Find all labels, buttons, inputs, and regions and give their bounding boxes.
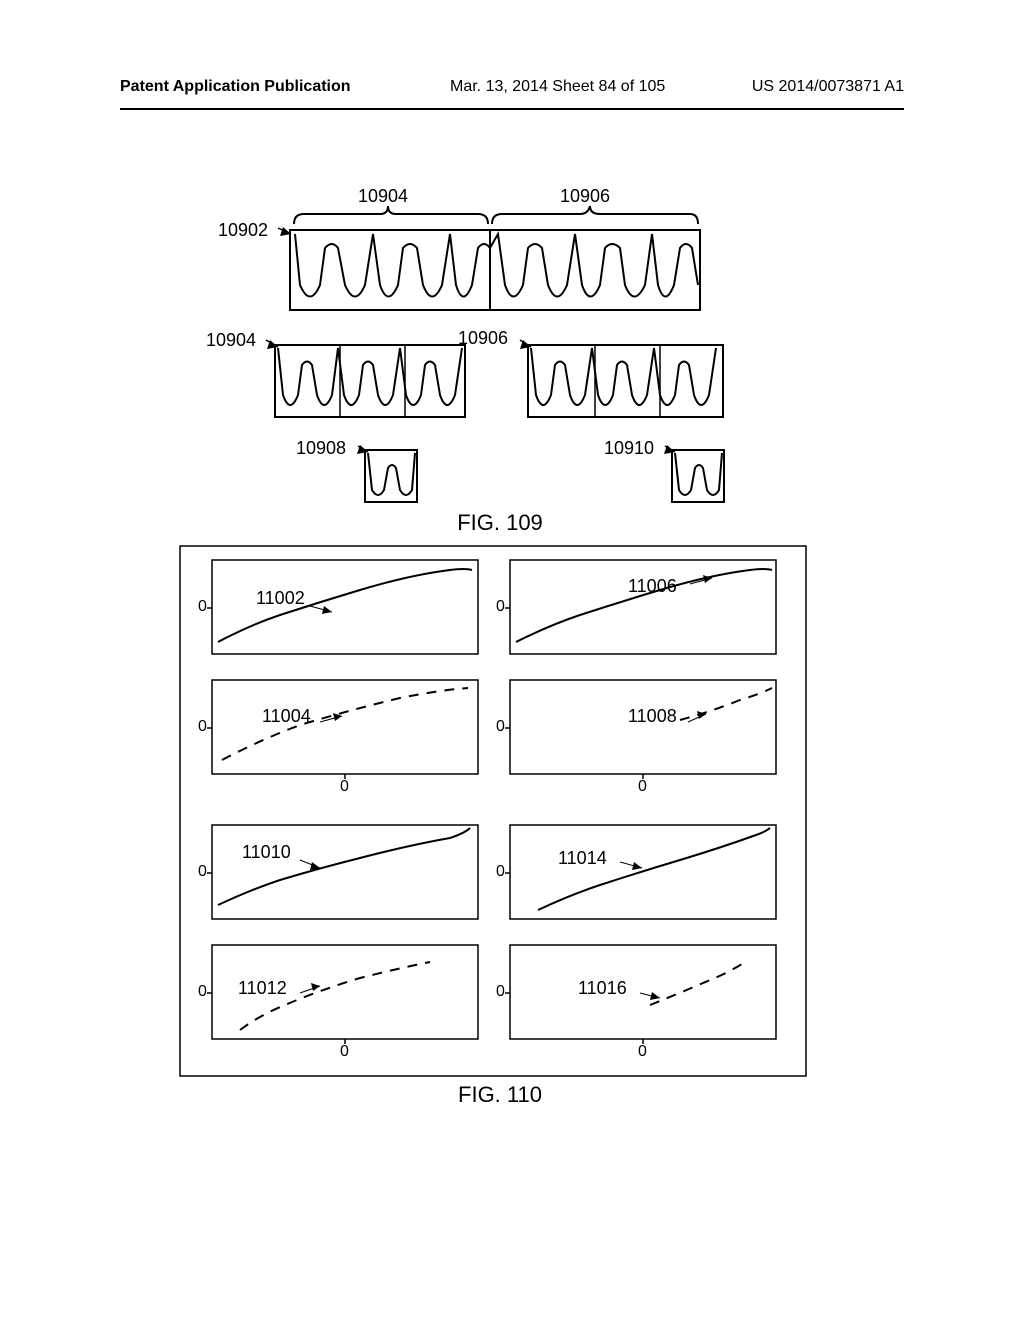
- zero-y-8: 0: [496, 983, 505, 1001]
- zero-y-7: 0: [198, 983, 207, 1001]
- fig-110-svg: [0, 0, 1024, 1200]
- zero-x-3: 0: [340, 1043, 349, 1061]
- page: Patent Application Publication Mar. 13, …: [0, 0, 1024, 1320]
- zero-x-2: 0: [638, 778, 647, 796]
- ref-11014: 11014: [558, 848, 607, 869]
- ref-11004: 11004: [262, 706, 311, 727]
- zero-y-3: 0: [198, 718, 207, 736]
- ref-11012: 11012: [238, 978, 287, 999]
- zero-y-1: 0: [198, 598, 207, 616]
- zero-y-2: 0: [496, 598, 505, 616]
- zero-x-4: 0: [638, 1043, 647, 1061]
- zero-x-1: 0: [340, 778, 349, 796]
- zero-y-5: 0: [198, 863, 207, 881]
- ref-11008: 11008: [628, 706, 677, 727]
- ref-11010: 11010: [242, 842, 291, 863]
- ref-11016: 11016: [578, 978, 627, 999]
- zero-y-4: 0: [496, 718, 505, 736]
- fig-110-label: FIG. 110: [400, 1082, 600, 1108]
- zero-y-6: 0: [496, 863, 505, 881]
- ref-11006: 11006: [628, 576, 677, 597]
- ref-11002: 11002: [256, 588, 305, 609]
